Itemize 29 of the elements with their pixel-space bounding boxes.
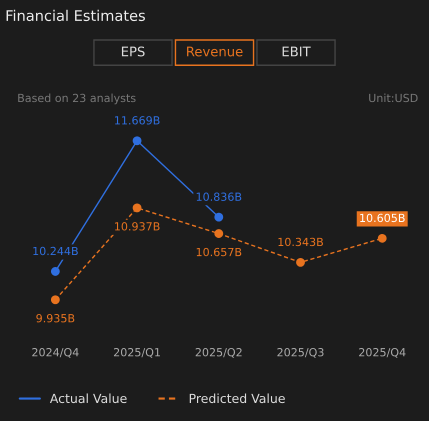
- point: [132, 204, 142, 212]
- data-label: 10.343B: [278, 238, 323, 246]
- x-tick-label: 2025/Q2: [196, 348, 242, 358]
- chart-title: Financial Estimates: [6, 10, 145, 22]
- text: EPS: [122, 46, 145, 56]
- data-label: 10.937B: [115, 222, 160, 231]
- legend-label: Actual Value: [50, 393, 127, 404]
- point: [214, 212, 224, 222]
- x-tick-label: 2025/Q3: [277, 348, 324, 358]
- x-tick-label: 2024/Q4: [32, 348, 79, 358]
- data-label: 10.657B: [196, 248, 242, 256]
- data-label: 11.669B: [115, 116, 160, 125]
- data-label: 10.244B: [33, 246, 78, 256]
- text: EBIT: [282, 46, 311, 56]
- data-label: 9.935B: [36, 314, 74, 322]
- point: [50, 295, 60, 304]
- point: [50, 267, 60, 276]
- text: Revenue: [187, 46, 243, 56]
- point: [132, 136, 142, 146]
- point: [296, 258, 305, 267]
- x-tick-label: 2025/Q1: [114, 348, 160, 358]
- x-tick-label: 2025/Q4: [359, 348, 406, 358]
- data-label: 10.605B: [360, 214, 405, 222]
- legend-label: Predicted Value: [190, 393, 285, 404]
- text: Unit:USD: [369, 94, 418, 102]
- point: [214, 229, 224, 238]
- point: [378, 234, 387, 243]
- data-label: 10.836B: [196, 192, 242, 201]
- chart-subtitle: Based on 23 analysts: [18, 94, 136, 104]
